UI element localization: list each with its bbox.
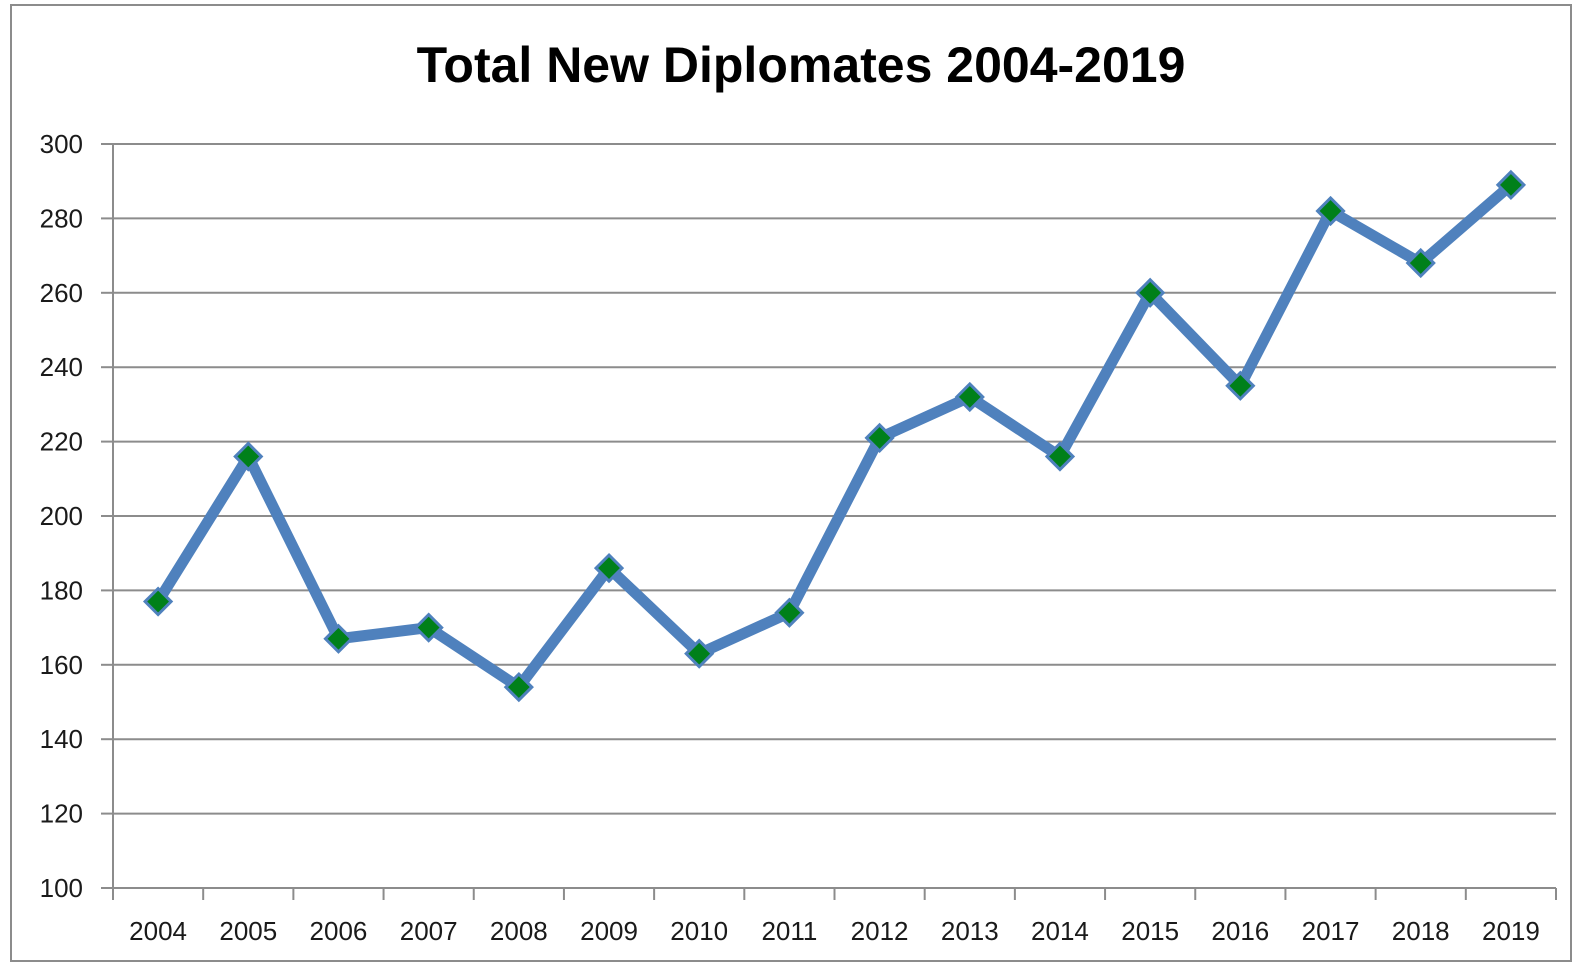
x-axis-tick-labels: 2004 2005 2006 2007 2008 2009 2010 2011 2012 2013… xyxy=(129,916,1540,946)
x-tick-label-2007: 2007 xyxy=(400,916,458,946)
data-point-2005 xyxy=(233,441,264,472)
axes xyxy=(101,143,1557,900)
y-tick-label-200: 200 xyxy=(40,501,83,531)
y-tick-label-120: 120 xyxy=(40,799,83,829)
x-tick-label-2009: 2009 xyxy=(580,916,638,946)
y-tick-label-140: 140 xyxy=(40,724,83,754)
data-point-2004 xyxy=(142,586,174,617)
data-point-2009 xyxy=(593,552,625,584)
data-point-2015 xyxy=(1135,277,1166,308)
x-tick-label-2004: 2004 xyxy=(129,916,187,946)
data-markers xyxy=(142,169,1527,703)
x-tick-label-2013: 2013 xyxy=(941,916,999,946)
data-point-2017 xyxy=(1315,195,1346,227)
data-point-2013 xyxy=(954,381,985,413)
x-tick-label-2015: 2015 xyxy=(1121,916,1179,946)
chart-frame xyxy=(10,4,1572,962)
data-point-2019 xyxy=(1495,169,1527,201)
series-line-0 xyxy=(152,179,1517,693)
data-point-2006 xyxy=(323,623,354,654)
data-series xyxy=(152,179,1517,693)
chart-title: Total New Diplomates 2004-2019 xyxy=(416,37,1186,93)
data-point-2014 xyxy=(1044,441,1076,472)
data-point-2010 xyxy=(684,638,715,669)
y-axis-tick-labels: 100 120 140 160 180 200 220 240 260 280 300 xyxy=(40,129,83,903)
y-tick-label-100: 100 xyxy=(40,873,83,903)
x-tick-label-2016: 2016 xyxy=(1211,916,1269,946)
y-tick-label-160: 160 xyxy=(40,650,83,680)
data-point-2007 xyxy=(413,612,444,643)
x-tick-label-2018: 2018 xyxy=(1392,916,1450,946)
y-tick-label-280: 280 xyxy=(40,203,83,233)
gridlines xyxy=(113,143,1556,815)
x-tick-label-2014: 2014 xyxy=(1031,916,1089,946)
x-tick-label-2011: 2011 xyxy=(761,916,817,946)
x-tick-label-2005: 2005 xyxy=(219,916,277,946)
x-tick-label-2010: 2010 xyxy=(670,916,728,946)
y-tick-label-180: 180 xyxy=(40,575,83,605)
y-tick-label-300: 300 xyxy=(40,129,83,159)
y-tick-label-260: 260 xyxy=(40,278,83,308)
y-tick-label-220: 220 xyxy=(40,427,83,457)
data-point-2018 xyxy=(1405,247,1436,279)
y-tick-label-240: 240 xyxy=(40,352,83,382)
x-tick-label-2012: 2012 xyxy=(851,916,909,946)
data-point-2016 xyxy=(1225,370,1256,401)
data-point-2008 xyxy=(503,671,534,703)
data-point-2011 xyxy=(774,597,805,628)
x-tick-label-2006: 2006 xyxy=(310,916,368,946)
x-tick-label-2017: 2017 xyxy=(1302,916,1360,946)
x-tick-label-2019: 2019 xyxy=(1482,916,1540,946)
data-point-2012 xyxy=(864,422,895,454)
x-tick-label-2008: 2008 xyxy=(490,916,548,946)
